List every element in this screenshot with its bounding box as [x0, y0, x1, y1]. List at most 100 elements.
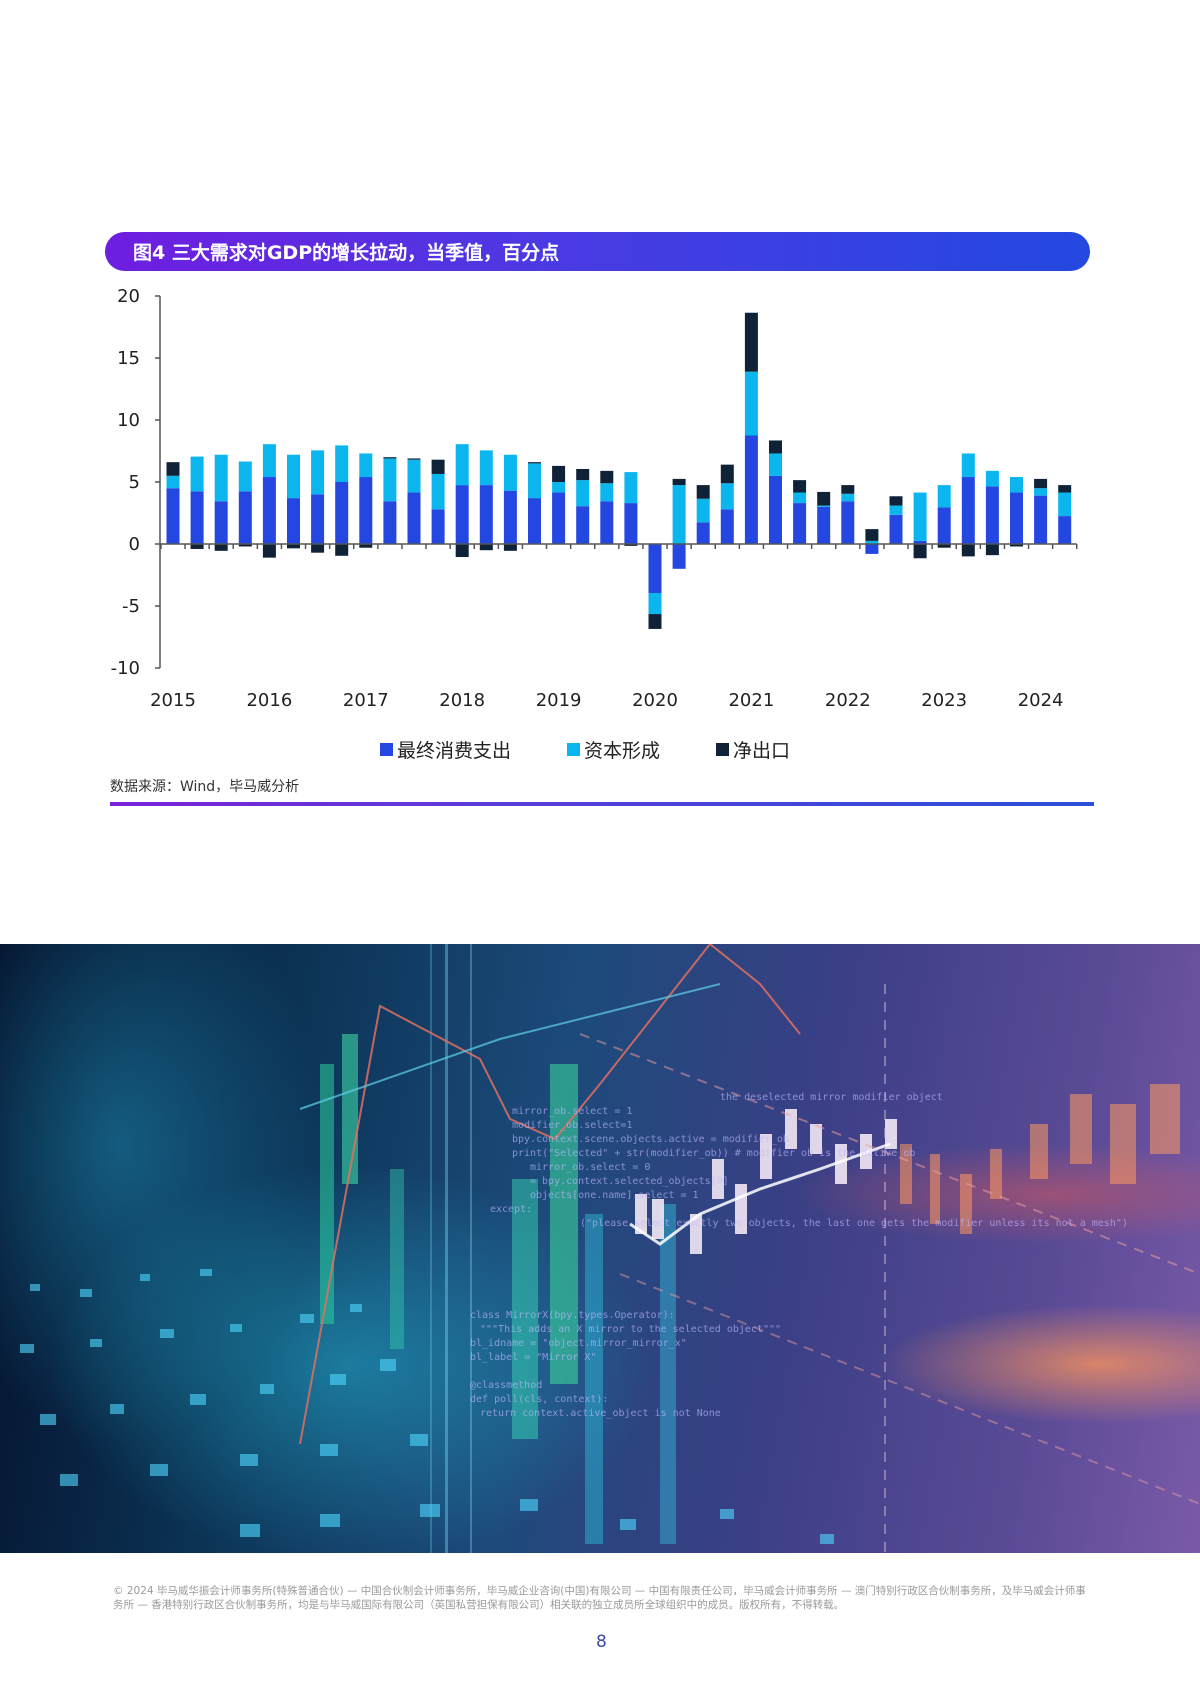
svg-text:return context.active_object i: return context.active_object is not None [480, 1408, 721, 1419]
bar-segment [311, 544, 325, 553]
bar-segment [190, 456, 204, 492]
legend-item-net-exports: 净出口 [716, 736, 790, 763]
bar-segment [359, 453, 373, 478]
bar-segment [600, 483, 614, 502]
y-tick-label: 0 [129, 534, 140, 555]
bar-segment [262, 477, 276, 544]
bar-segment [648, 544, 662, 593]
y-tick-label: -5 [122, 596, 140, 617]
svg-text:print("Selected" + str(modifie: print("Selected" + str(modifier_ob)) # m… [512, 1148, 915, 1159]
bar-segment [407, 458, 421, 460]
bar-segment [744, 371, 758, 436]
bar-segment [817, 491, 831, 506]
bar-segment [841, 501, 855, 544]
bar-segment [817, 506, 831, 544]
bar-segment [311, 450, 325, 495]
bar-segment [287, 544, 300, 549]
x-tick-label: 2024 [1018, 690, 1064, 711]
bar-segment [985, 486, 999, 544]
bar-segment [961, 477, 975, 544]
svg-text:mirror_ob.select = 0: mirror_ob.select = 0 [530, 1162, 650, 1173]
x-tick-label: 2021 [728, 690, 774, 711]
svg-text:except:: except: [490, 1204, 532, 1215]
bar-segment [793, 480, 807, 493]
chart-legend: 最终消费支出 资本形成 净出口 [380, 736, 846, 763]
svg-text:objects[one.name].select = 1: objects[one.name].select = 1 [530, 1190, 699, 1201]
bar-segment [407, 492, 421, 544]
y-tick-label: 20 [117, 286, 140, 307]
bar-segment [720, 483, 734, 510]
bar-segment [287, 498, 300, 544]
bar-segment [455, 485, 469, 544]
page-number: 8 [596, 1632, 607, 1652]
bar-segment [238, 461, 252, 492]
bar-segment [793, 503, 807, 544]
bar-segment [238, 544, 252, 547]
svg-text:"""This adds an X mirror to th: """This adds an X mirror to the selected… [480, 1324, 781, 1335]
figure-title-bar: 图4 三大需求对GDP的增长拉动，当季值，百分点 [105, 232, 1090, 271]
bar-segment [455, 444, 469, 486]
bar-segment [744, 312, 758, 372]
decorative-finance-image: the deselected mirror modifier object mi… [0, 944, 1200, 1553]
bar-segment [1010, 544, 1023, 547]
svg-text:modifier_ob.select=1: modifier_ob.select=1 [512, 1120, 632, 1131]
bar-segment [696, 485, 710, 499]
bar-segment [961, 453, 975, 478]
legend-swatch-consumption [380, 743, 393, 756]
bar-segment [624, 472, 638, 504]
bar-segment [1010, 492, 1023, 544]
bar-segment [528, 498, 541, 544]
bar-segment [335, 445, 349, 482]
bar-segment [624, 503, 638, 544]
bar-segment [214, 454, 228, 502]
bar-segment [1058, 492, 1072, 517]
svg-text:the deselected mirror modifier: the deselected mirror modifier object [720, 1092, 943, 1103]
bar-segment [552, 482, 566, 493]
bar-segment [455, 544, 469, 558]
bar-segment [937, 507, 951, 544]
bar-segment [503, 544, 517, 551]
bar-segment [817, 505, 831, 507]
bar-segment [1034, 495, 1048, 544]
bar-segment [528, 463, 541, 499]
legend-label-net-exports: 净出口 [733, 740, 791, 762]
bar-segment [479, 485, 493, 544]
footer-copyright: © 2024 毕马威华振会计师事务所(特殊普通合伙) — 中国合伙制会计师事务所… [113, 1585, 1086, 1611]
bar-segment [311, 494, 325, 544]
bar-segment [383, 457, 397, 459]
bar-segment [937, 485, 951, 508]
bar-segment [985, 544, 999, 556]
figure-title: 图4 三大需求对GDP的增长拉动，当季值，百分点 [133, 242, 560, 264]
bar-segment [287, 454, 300, 499]
legend-swatch-net-exports [716, 743, 730, 756]
y-tick-label: 10 [117, 410, 140, 431]
y-tick-label: -10 [111, 658, 140, 679]
bar-segment [479, 544, 493, 551]
bar-segment [913, 540, 927, 544]
legend-label-capital: 资本形成 [584, 740, 661, 762]
bar-segment [841, 493, 855, 502]
bar-segment [166, 488, 180, 544]
bar-segment [648, 614, 662, 629]
bar-segment [262, 444, 276, 478]
bar-segment [359, 477, 373, 544]
svg-text:@classmethod: @classmethod [470, 1380, 542, 1391]
bar-segment [648, 592, 662, 615]
legend-item-consumption: 最终消费支出 [380, 736, 511, 763]
bar-segment [600, 501, 614, 544]
bar-segment [503, 454, 517, 491]
x-tick-label: 2020 [632, 690, 678, 711]
bar-segment [600, 470, 614, 484]
bar-segment [672, 478, 686, 486]
gradient-divider [110, 802, 1094, 806]
x-tick-label: 2017 [343, 690, 389, 711]
bar-segment [528, 462, 541, 464]
bar-segment [552, 492, 566, 544]
bar-segment [865, 540, 879, 544]
bar-segment [383, 458, 397, 502]
bar-segment [793, 492, 807, 504]
x-tick-label: 2018 [439, 690, 485, 711]
bar-segment [744, 435, 758, 544]
x-tick-label: 2019 [536, 690, 582, 711]
bar-segment [889, 505, 903, 515]
